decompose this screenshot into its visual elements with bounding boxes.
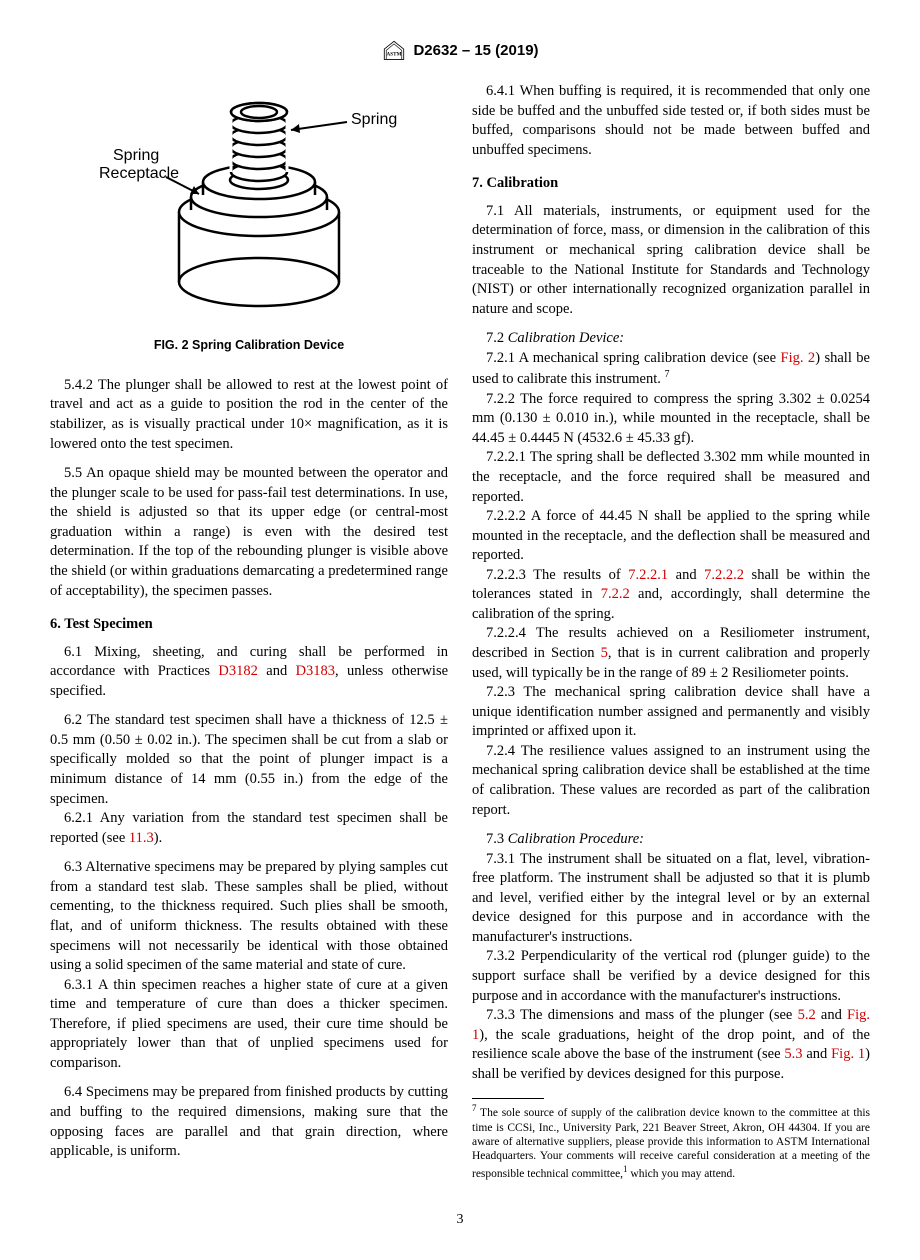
paragraph-6-4-1: 6.4.1 When buffing is required, it is re… (472, 82, 870, 160)
footnote-ref-7[interactable]: 7 (665, 369, 670, 380)
receptacle-label-1: Spring (113, 147, 159, 164)
paragraph-6-3: 6.3 Alternative specimens may be prepare… (50, 858, 448, 975)
paragraph-7-2-2-4: 7.2.2.4 The results achieved on a Resili… (472, 624, 870, 683)
spring-calibration-device-diagram: Spring Spring Receptacle (99, 82, 399, 327)
link-d3183[interactable]: D3183 (296, 663, 335, 679)
page-number: 3 (50, 1211, 870, 1230)
right-column: 6.4.1 When buffing is required, it is re… (472, 82, 870, 1181)
paragraph-5-5: 5.5 An opaque shield may be mounted betw… (50, 464, 448, 601)
content-columns: Spring Spring Receptacle FIG. 2 Spring C… (50, 82, 870, 1181)
paragraph-6-3-1: 6.3.1 A thin specimen reaches a higher s… (50, 976, 448, 1074)
paragraph-7-2-4: 7.2.4 The resilience values assigned to … (472, 742, 870, 820)
paragraph-7-2-3: 7.2.3 The mechanical spring calibration … (472, 683, 870, 742)
paragraph-7-2: 7.2 Calibration Device: (472, 329, 870, 349)
paragraph-7-3-1: 7.3.1 The instrument shall be situated o… (472, 850, 870, 948)
paragraph-7-3-3: 7.3.3 The dimensions and mass of the plu… (472, 1006, 870, 1084)
paragraph-6-2: 6.2 The standard test specimen shall hav… (50, 711, 448, 809)
receptacle-label-2: Receptacle (99, 165, 179, 182)
section-7-heading: 7. Calibration (472, 174, 870, 194)
paragraph-6-4: 6.4 Specimens may be prepared from finis… (50, 1083, 448, 1161)
link-11-3[interactable]: 11.3 (129, 830, 154, 846)
paragraph-7-2-2: 7.2.2 The force required to compress the… (472, 390, 870, 449)
link-7-2-2[interactable]: 7.2.2 (601, 586, 630, 602)
link-fig-2[interactable]: Fig. 2 (781, 350, 816, 366)
link-5-3[interactable]: 5.3 (784, 1046, 802, 1062)
paragraph-7-2-2-3: 7.2.2.3 The results of 7.2.2.1 and 7.2.2… (472, 566, 870, 625)
footnote-7: 7 The sole source of supply of the calib… (472, 1103, 870, 1181)
footnote-divider (472, 1098, 544, 1099)
paragraph-7-3: 7.3 Calibration Procedure: (472, 830, 870, 850)
link-fig-1b[interactable]: Fig. 1 (831, 1046, 865, 1062)
link-5-2[interactable]: 5.2 (798, 1007, 816, 1023)
paragraph-7-2-2-2: 7.2.2.2 A force of 44.45 N shall be appl… (472, 507, 870, 566)
section-6-heading: 6. Test Specimen (50, 615, 448, 635)
standard-number: D2632 – 15 (2019) (413, 41, 538, 61)
paragraph-6-1: 6.1 Mixing, sheeting, and curing shall b… (50, 643, 448, 702)
document-header: ASTM D2632 – 15 (2019) (50, 40, 870, 62)
figure-2: Spring Spring Receptacle FIG. 2 Spring C… (50, 82, 448, 354)
paragraph-7-3-2: 7.3.2 Perpendicularity of the vertical r… (472, 947, 870, 1006)
link-7-2-2-2[interactable]: 7.2.2.2 (704, 567, 744, 583)
link-section-5[interactable]: 5 (601, 645, 608, 661)
link-7-2-2-1[interactable]: 7.2.2.1 (628, 567, 668, 583)
paragraph-5-4-2: 5.4.2 The plunger shall be allowed to re… (50, 376, 448, 454)
paragraph-7-1: 7.1 All materials, instruments, or equip… (472, 202, 870, 319)
paragraph-6-2-1: 6.2.1 Any variation from the standard te… (50, 809, 448, 848)
paragraph-7-2-1: 7.2.1 A mechanical spring calibration de… (472, 349, 870, 390)
left-column: Spring Spring Receptacle FIG. 2 Spring C… (50, 82, 448, 1181)
svg-text:ASTM: ASTM (387, 52, 402, 58)
astm-logo-icon: ASTM (381, 40, 407, 62)
paragraph-7-2-2-1: 7.2.2.1 The spring shall be deflected 3.… (472, 448, 870, 507)
link-d3182[interactable]: D3182 (218, 663, 257, 679)
spring-label: Spring (351, 111, 397, 128)
figure-caption: FIG. 2 Spring Calibration Device (50, 337, 448, 354)
